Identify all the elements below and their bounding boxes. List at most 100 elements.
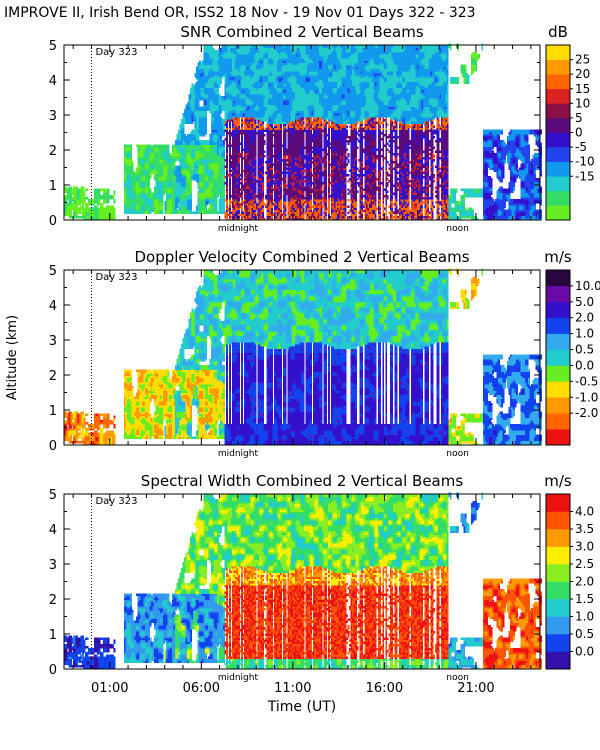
heatmap-cell: [101, 215, 104, 219]
heatmap-cell: [65, 199, 68, 202]
heatmap-cell: [130, 144, 132, 147]
heatmap-cell: [146, 150, 149, 154]
heatmap-cell: [128, 157, 131, 160]
heatmap-cell: [158, 173, 161, 177]
heatmap-cell: [98, 188, 101, 191]
heatmap-cell: [170, 163, 173, 166]
heatmap-cell: [86, 209, 89, 212]
heatmap-cell: [136, 192, 138, 196]
heatmap-cell: [187, 205, 189, 208]
heatmap-cell: [182, 209, 185, 212]
heatmap-cell: [184, 175, 186, 179]
heatmap-cell: [95, 196, 98, 200]
heatmap-cell: [188, 207, 191, 210]
heatmap-cell: [124, 184, 126, 187]
heatmap-cell: [71, 205, 74, 208]
heatmap-cell: [140, 184, 143, 187]
heatmap-cell: [83, 213, 86, 217]
heatmap-cell: [86, 215, 89, 219]
heatmap-cell: [175, 142, 177, 145]
heatmap-cell: [107, 194, 110, 198]
heatmap-cell: [188, 178, 191, 181]
heatmap-cell: [139, 146, 141, 149]
heatmap-cell: [176, 199, 179, 202]
heatmap-cell: [95, 205, 98, 208]
heatmap-cell: [175, 173, 177, 177]
heatmap-cell: [185, 194, 188, 198]
heatmap-cell: [71, 188, 74, 191]
heatmap-cell: [97, 190, 99, 194]
heatmap-cell: [80, 207, 83, 210]
heatmap-cell: [185, 152, 188, 156]
heatmap-cell: [67, 211, 69, 215]
heatmap-cell: [160, 207, 162, 210]
heatmap-cell: [182, 182, 185, 185]
heatmap-cell: [95, 211, 98, 215]
heatmap-cell: [137, 150, 140, 154]
heatmap-cell: [166, 194, 168, 198]
heatmap-cell: [184, 169, 186, 173]
heatmap-cell: [152, 144, 155, 147]
heatmap-cell: [98, 211, 101, 215]
heatmap-cell: [127, 163, 129, 166]
heatmap-cell: [88, 209, 90, 212]
heatmap-cell: [92, 213, 95, 217]
heatmap-cell: [184, 203, 186, 206]
heatmap-cell: [163, 188, 165, 191]
heatmap-cell: [181, 121, 183, 124]
heatmap-cell: [181, 175, 183, 179]
heatmap-cell: [151, 148, 153, 152]
heatmap-cell: [154, 144, 156, 147]
heatmap-cell: [64, 209, 66, 212]
heatmap-cell: [154, 209, 156, 212]
heatmap-cell: [106, 207, 108, 210]
heatmap-cell: [100, 209, 102, 212]
heatmap-cell: [128, 146, 131, 149]
heatmap-cell: [157, 173, 159, 177]
heatmap-cell: [79, 192, 81, 196]
heatmap-cell: [74, 196, 77, 200]
heatmap-cell: [139, 207, 141, 210]
heatmap-cell: [179, 146, 182, 149]
heatmap-cell: [161, 157, 164, 160]
heatmap-cell: [181, 192, 183, 196]
heatmap-cell: [130, 178, 132, 181]
heatmap-cell: [169, 171, 171, 175]
heatmap-cell: [131, 186, 134, 189]
heatmap-cell: [175, 178, 177, 181]
heatmap-cell: [176, 152, 179, 156]
heatmap-cell: [169, 178, 171, 181]
heatmap-cell: [188, 133, 191, 137]
heatmap-cell: [172, 178, 174, 181]
heatmap-cell: [178, 150, 180, 154]
heatmap-cell: [167, 201, 170, 204]
heatmap-cell: [184, 182, 186, 185]
heatmap-cell: [181, 133, 183, 137]
heatmap-cell: [170, 173, 173, 177]
heatmap-cell: [131, 173, 134, 177]
heatmap-cell: [157, 180, 159, 183]
heatmap-cell: [158, 146, 161, 149]
heatmap-cell: [170, 207, 173, 210]
heatmap-cell: [142, 201, 144, 204]
heatmap-cell: [83, 201, 86, 204]
heatmap-cell: [68, 205, 71, 208]
heatmap-cell: [71, 203, 74, 206]
heatmap-cell: [137, 161, 140, 164]
heatmap-cell: [143, 180, 146, 183]
heatmap-cell: [149, 205, 152, 208]
heatmap-cell: [157, 201, 159, 204]
heatmap-cell: [71, 199, 74, 202]
heatmap-cell: [137, 175, 140, 179]
heatmap-cell: [160, 188, 162, 191]
heatmap-cell: [185, 117, 188, 120]
heatmap-cell: [163, 178, 165, 181]
heatmap-cell: [137, 148, 140, 152]
heatmap-cell: [158, 184, 161, 187]
heatmap-cell: [128, 148, 131, 152]
heatmap-cell: [152, 146, 155, 149]
heatmap-cell: [179, 188, 182, 191]
heatmap-cell: [152, 203, 155, 206]
heatmap-cell: [124, 180, 126, 183]
heatmap-cell: [154, 169, 156, 173]
